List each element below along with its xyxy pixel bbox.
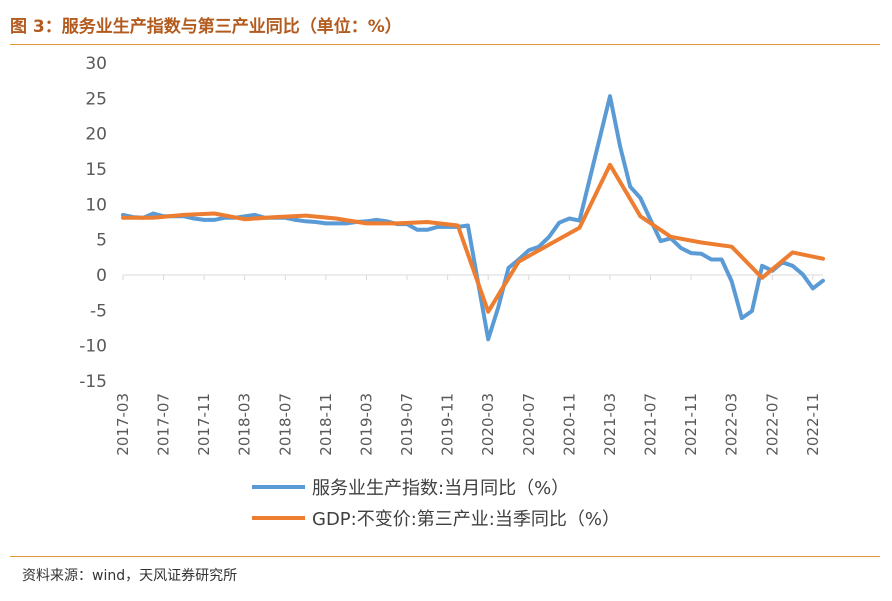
x-tick-label: 2020-11 [560,393,578,456]
x-tick-label: 2018-03 [236,393,254,456]
x-tick-label: 2019-07 [398,393,416,456]
y-tick-label: 20 [85,125,107,145]
footer-divider [10,556,880,557]
y-tick-label: 0 [96,266,107,286]
x-tick-label: 2017-11 [195,393,213,456]
x-tick-label: 2020-07 [520,393,538,456]
series-line-tertiary-gdp [121,162,825,314]
x-tick-label: 2019-11 [439,393,457,456]
y-tick-label: 15 [85,160,107,180]
x-tick-label: 2022-11 [804,393,822,456]
x-tick-label: 2020-03 [479,393,497,456]
y-tick-label: 10 [85,195,107,215]
y-tick-label: -5 [90,301,107,321]
x-tick-label: 2021-03 [601,393,619,456]
figure-title: 图 3：服务业生产指数与第三产业同比（单位：%） [10,17,402,37]
x-tick-label: 2021-07 [642,393,660,456]
x-tick-label: 2019-03 [357,393,375,456]
legend-label: 服务业生产指数:当月同比（%） [312,478,569,499]
y-tick-label: 30 [85,54,107,74]
title-divider [10,44,880,45]
y-tick-label: -15 [79,372,107,392]
x-tick-label: 2017-03 [114,393,132,456]
y-tick-label: -10 [79,337,107,357]
x-tick-label: 2018-07 [276,393,294,456]
x-tick-label: 2021-11 [682,393,700,456]
x-tick-label: 2018-11 [317,393,335,456]
source-note: 资料来源：wind，天风证券研究所 [22,568,238,584]
legend-label: GDP:不变价:第三产业:当季同比（%） [312,509,620,530]
x-tick-label: 2017-07 [155,393,173,456]
y-tick-label: 5 [96,231,107,251]
x-tick-label: 2022-03 [723,393,741,456]
line-chart: -15 -10 -5 0 5 10 15 20 25 30 2017-03 2017-07 2017-1… [79,54,825,530]
x-tick-label: 2022-07 [763,393,781,456]
y-tick-label: 25 [85,89,107,109]
